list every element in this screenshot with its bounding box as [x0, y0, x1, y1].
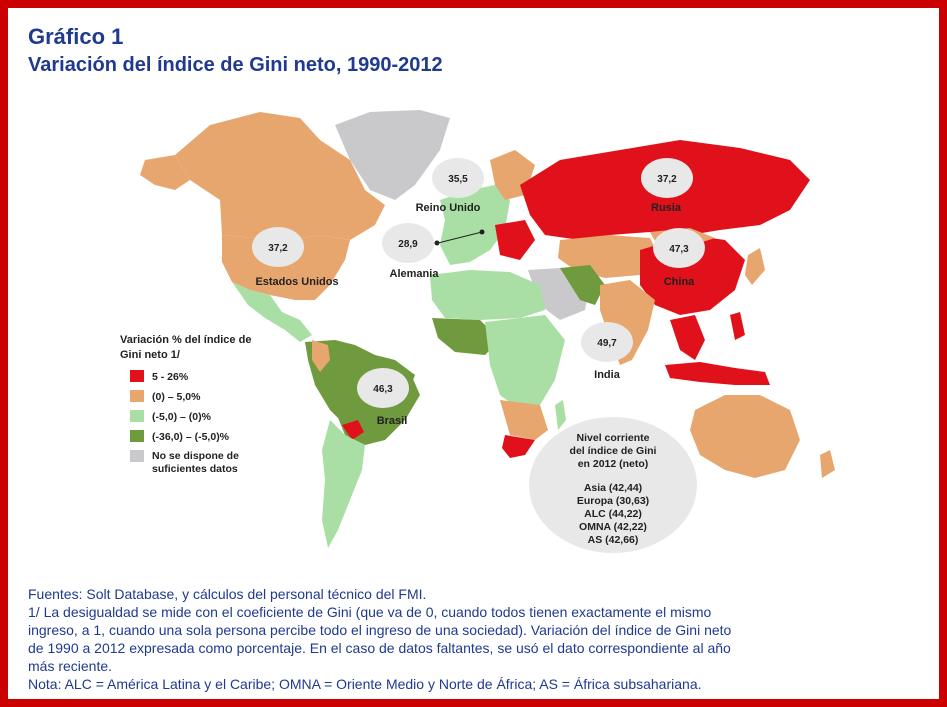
region-new-zealand: [820, 450, 835, 478]
region-southern-cone: [322, 420, 365, 548]
regional-title-line1: Nivel corriente: [577, 432, 650, 444]
regional-title-line2: del índice de Gini: [570, 445, 657, 457]
bubble-estados-unidos: 37,2 Estados Unidos: [252, 227, 339, 288]
region-west-africa: [432, 318, 500, 355]
gini-china: 47,3: [669, 244, 689, 255]
label-india: India: [594, 369, 621, 381]
region-southern-africa: [500, 400, 548, 440]
region-western-europe: [440, 185, 510, 265]
footer-sources: Fuentes: Solt Database, y cálculos del p…: [28, 586, 427, 602]
region-paraguay: [342, 420, 364, 440]
legend-label-m36-m5: (-36,0) – (-5,0)%: [152, 431, 230, 443]
legend-swatch-m36-m5: [130, 430, 144, 442]
bubble-reino-unido: 35,5 Reino Unido: [416, 158, 484, 214]
legend-swatch-0-5: [130, 390, 144, 402]
gini-india: 49,7: [597, 338, 617, 349]
footer-note1-line1: 1/ La desigualdad se mide con el coefici…: [28, 604, 712, 620]
regional-gini-box: Nivel corriente del índice de Gini en 20…: [529, 417, 697, 553]
alemania-pointer: [437, 231, 483, 244]
region-japan: [745, 248, 765, 285]
legend-label-5-26: 5 - 26%: [152, 371, 189, 383]
gini-alemania: 28,9: [398, 239, 418, 250]
figure-number: Gráfico 1: [28, 24, 124, 49]
bubble-india: 49,7 India: [581, 322, 633, 381]
regional-item-omna: OMNA (42,22): [579, 521, 647, 533]
legend-label-no-data-line1: No se dispone de: [152, 450, 239, 462]
legend-title-line2: Gini neto 1/: [120, 349, 180, 361]
figure-title: Variación del índice de Gini neto, 1990-…: [28, 54, 443, 76]
label-estados-unidos: Estados Unidos: [255, 276, 338, 288]
gini-rusia: 37,2: [657, 174, 677, 185]
region-andes: [312, 340, 330, 372]
legend-swatch-m5-0: [130, 410, 144, 422]
legend-label-0-5: (0) – 5,0%: [152, 391, 201, 403]
region-eastern-europe: [495, 220, 535, 260]
footer-note2: Nota: ALC = América Latina y el Caribe; …: [28, 676, 702, 692]
label-china: China: [664, 276, 695, 288]
legend-swatch-5-26: [130, 370, 144, 382]
legend-title-line1: Variación % del índice de: [120, 334, 251, 346]
label-reino-unido: Reino Unido: [416, 202, 481, 214]
alemania-dot-left: [434, 240, 440, 246]
footer-note1-line2: ingreso, a 1, cuando una sola persona pe…: [28, 622, 732, 638]
regional-item-europa: Europa (30,63): [577, 495, 649, 507]
region-mexico: [232, 282, 312, 342]
label-alemania: Alemania: [390, 268, 440, 280]
legend: Variación % del índice de Gini neto 1/ 5…: [120, 334, 251, 475]
bubble-china: 47,3 China: [653, 228, 705, 288]
region-australia: [690, 395, 800, 478]
region-iran: [560, 265, 605, 305]
bubble-rusia: 37,2 Rusia: [641, 158, 693, 214]
gini-reino-unido: 35,5: [448, 174, 468, 185]
region-canada: [175, 112, 385, 240]
regional-title-line3: en 2012 (neto): [578, 458, 649, 470]
region-greenland: [335, 110, 450, 200]
region-madagascar: [555, 400, 566, 430]
regional-item-as: AS (42,66): [588, 534, 639, 546]
region-southeast-asia: [670, 315, 705, 360]
footer-note1-line3: de 1990 a 2012 expresada como porcentaje…: [28, 640, 731, 656]
footer-note1-line4: más reciente.: [28, 658, 113, 674]
legend-label-m5-0: (-5,0) – (0)%: [152, 411, 212, 423]
region-philippines: [730, 312, 745, 340]
label-rusia: Rusia: [651, 202, 682, 214]
world-map: 37,2 Estados Unidos 35,5 Reino Unido 28,…: [120, 110, 835, 553]
gini-brasil: 46,3: [373, 384, 393, 395]
alemania-dot-right: [479, 229, 485, 235]
region-indonesia: [665, 362, 770, 385]
region-north-africa: [430, 270, 545, 320]
regional-item-alc: ALC (44,22): [584, 508, 642, 520]
regional-item-asia: Asia (42,44): [584, 482, 642, 494]
footer-notes: Fuentes: Solt Database, y cálculos del p…: [28, 585, 928, 693]
bubble-brasil: 46,3 Brasil: [357, 368, 409, 427]
region-south-africa: [502, 435, 535, 458]
region-central-africa: [485, 315, 565, 410]
region-alaska: [140, 155, 190, 190]
label-brasil: Brasil: [377, 415, 408, 427]
legend-label-no-data-line2: suficientes datos: [152, 463, 238, 475]
gini-estados-unidos: 37,2: [268, 243, 288, 254]
legend-swatch-no-data: [130, 450, 144, 462]
bubble-alemania: 28,9 Alemania: [382, 223, 485, 280]
